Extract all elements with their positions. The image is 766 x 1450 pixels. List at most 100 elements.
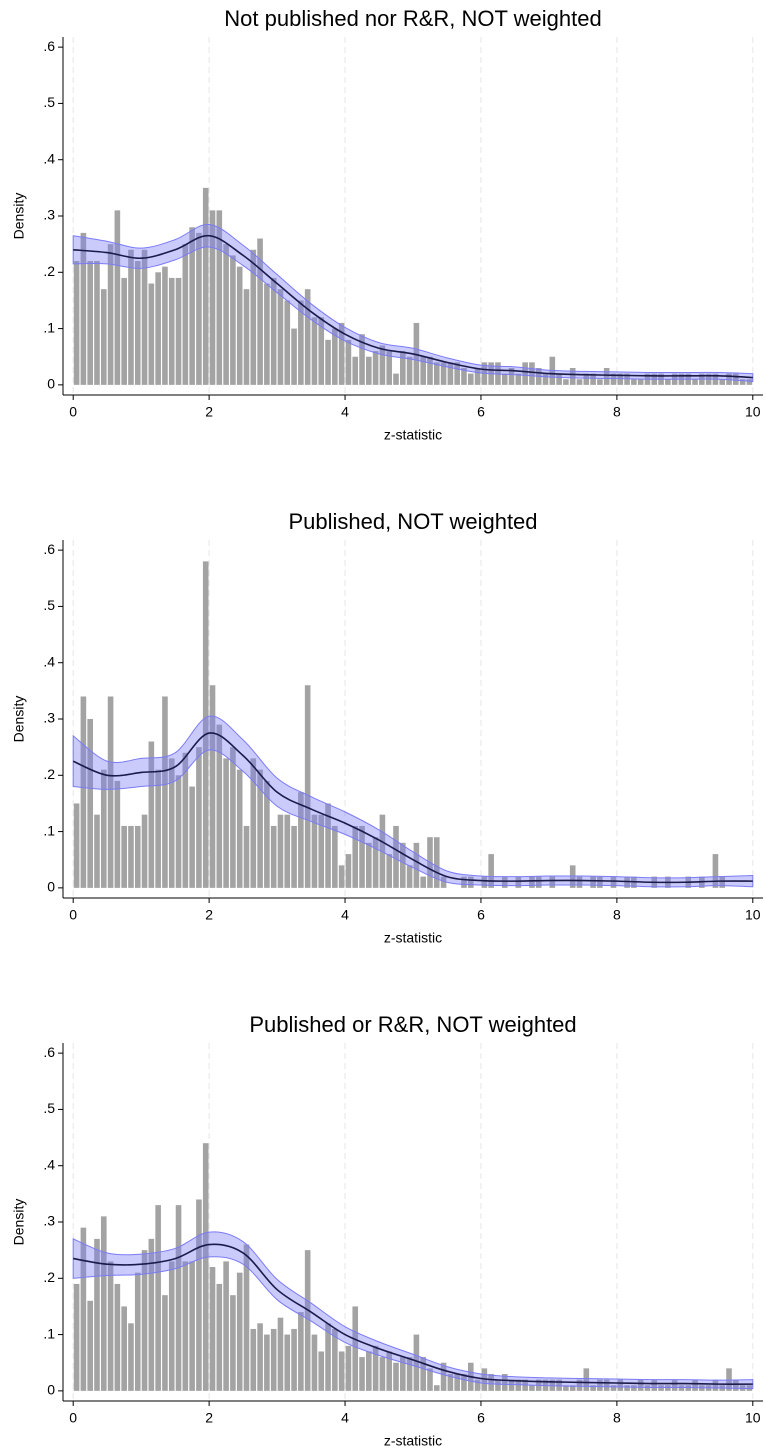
bar	[617, 1379, 624, 1391]
bar	[692, 379, 698, 385]
bar	[270, 825, 277, 888]
bar	[413, 842, 420, 888]
bar	[80, 696, 87, 888]
bar	[318, 317, 325, 385]
bar	[372, 351, 379, 385]
bar	[304, 289, 311, 385]
bar	[658, 1385, 664, 1391]
bar	[359, 825, 365, 888]
bar	[393, 1362, 399, 1391]
bar	[216, 724, 223, 888]
bar	[80, 232, 87, 385]
bar	[325, 803, 331, 888]
bar	[182, 244, 189, 385]
bar	[175, 277, 182, 385]
bar	[189, 786, 195, 888]
bar	[257, 769, 263, 888]
bar	[264, 1334, 270, 1391]
bar	[372, 837, 379, 888]
panel: Not published nor R&R, NOT weighted 0 2 4 6 8…	[11, 6, 763, 443]
bar	[372, 1345, 379, 1391]
y-tick-label: .4	[43, 653, 55, 669]
bar	[107, 696, 114, 888]
bar	[359, 1357, 365, 1391]
bar	[73, 803, 80, 888]
bar	[216, 1283, 223, 1391]
bar	[338, 1351, 345, 1391]
bar	[216, 210, 223, 385]
bar	[719, 379, 726, 385]
x-tick-label: 10	[745, 404, 761, 420]
y-tick-label: .3	[43, 710, 55, 726]
bar	[196, 747, 202, 888]
bar	[671, 1379, 678, 1391]
bar	[128, 249, 134, 385]
bar	[155, 1205, 161, 1391]
bar	[338, 322, 345, 385]
confidence-band	[72, 223, 754, 383]
bar	[733, 1379, 739, 1391]
bar	[427, 356, 433, 385]
bar	[447, 1373, 454, 1391]
y-tick-label: .2	[43, 263, 55, 279]
bar	[100, 769, 107, 888]
bar	[597, 379, 603, 385]
y-tick-label: .1	[43, 1325, 55, 1341]
bar	[590, 876, 596, 888]
bar	[420, 356, 426, 385]
bar	[400, 842, 406, 888]
x-tick-label: 10	[745, 1410, 761, 1426]
y-tick-label: .5	[43, 597, 55, 613]
bar	[556, 373, 562, 385]
x-axis-label: z-statistic	[384, 1433, 442, 1449]
bar	[454, 1373, 460, 1391]
bar	[121, 277, 127, 385]
bar	[243, 1244, 250, 1391]
x-tick-label: 6	[477, 404, 485, 420]
bar	[542, 373, 549, 385]
bar	[114, 210, 121, 385]
bar	[501, 1373, 508, 1391]
bar	[175, 1205, 182, 1391]
bar	[134, 1272, 141, 1391]
bar	[128, 1323, 134, 1391]
bar	[379, 814, 386, 888]
y-tick-label: .6	[43, 541, 55, 557]
bar	[352, 1306, 359, 1391]
bar	[563, 379, 569, 385]
bar	[569, 865, 576, 888]
bar	[107, 244, 114, 385]
bar	[270, 1328, 277, 1391]
bar	[223, 1261, 229, 1391]
bar	[495, 362, 501, 385]
bar	[508, 367, 515, 385]
bar	[209, 210, 216, 385]
bar	[631, 1385, 637, 1391]
bar	[311, 1334, 318, 1391]
x-tick-label: 4	[341, 907, 349, 923]
bar	[332, 1328, 338, 1391]
bar	[284, 1334, 291, 1391]
bar	[257, 1323, 263, 1391]
bar	[250, 758, 257, 888]
density-line	[73, 234, 753, 379]
bar	[379, 345, 386, 385]
bar	[162, 1295, 168, 1391]
bar	[223, 244, 229, 385]
bar	[488, 854, 494, 888]
bar	[338, 865, 345, 888]
bar	[522, 362, 528, 385]
y-tick-label: .6	[43, 1044, 55, 1060]
bar	[94, 1238, 100, 1391]
bar	[87, 719, 93, 888]
y-tick-label: .5	[43, 94, 55, 110]
bar	[189, 227, 195, 385]
bar	[461, 1373, 467, 1391]
confidence-band	[72, 1231, 754, 1390]
bar	[746, 1385, 753, 1391]
bar	[202, 187, 209, 385]
bar	[80, 1227, 87, 1391]
bar	[576, 876, 583, 888]
bar	[597, 876, 603, 888]
